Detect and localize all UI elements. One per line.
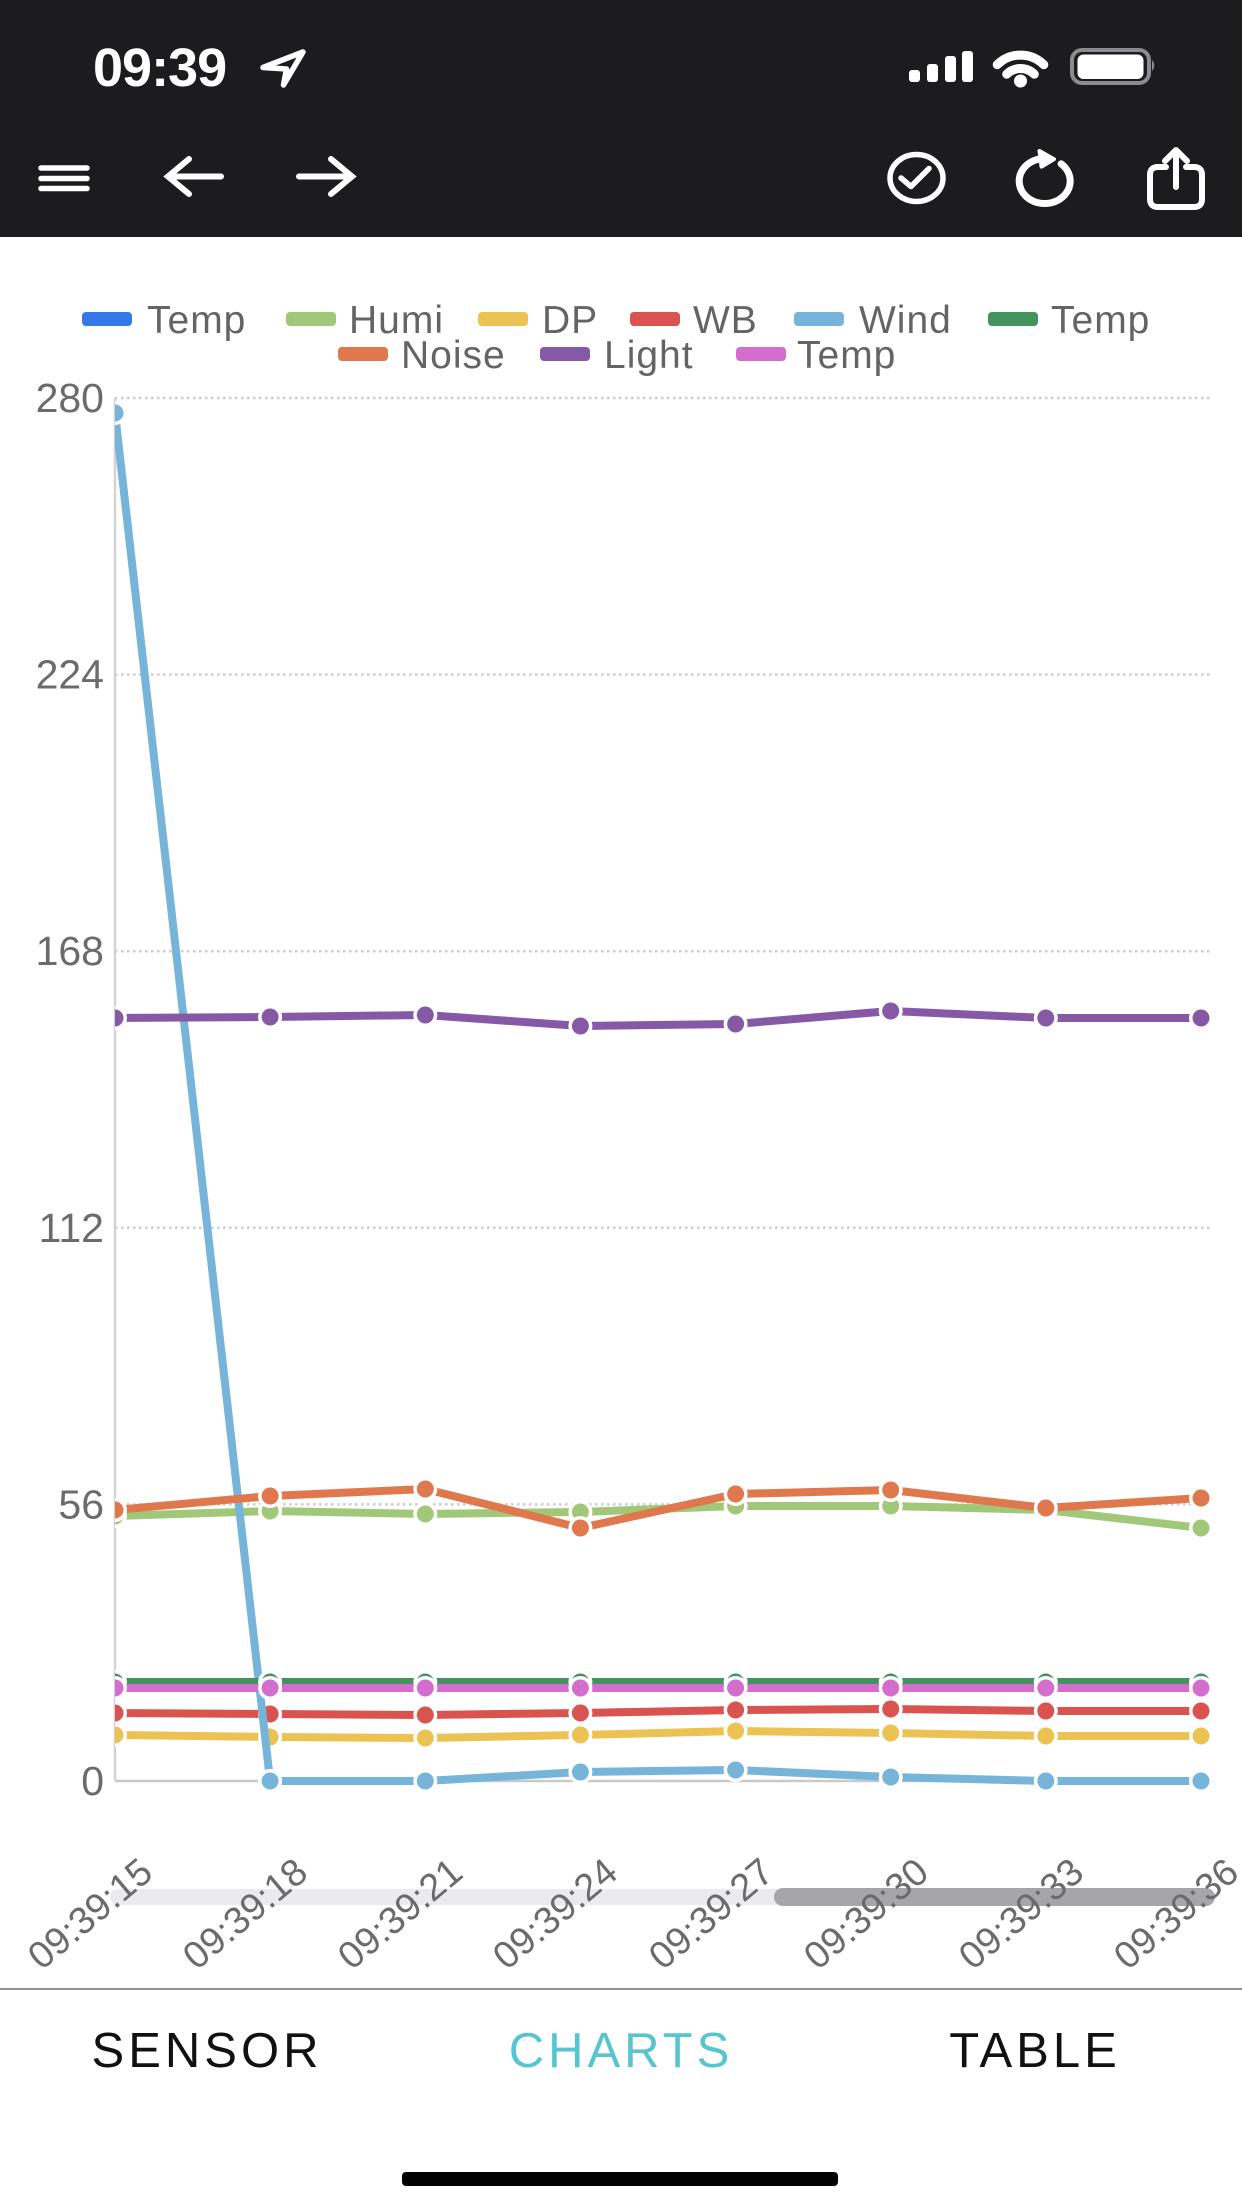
svg-text:Light: Light (604, 334, 694, 377)
svg-text:09:39: 09:39 (93, 38, 226, 98)
svg-text:Temp: Temp (1051, 299, 1150, 342)
svg-text:0: 0 (81, 1758, 104, 1804)
svg-text:224: 224 (36, 652, 104, 698)
svg-text:112: 112 (39, 1205, 104, 1251)
svg-text:09:39:24: 09:39:24 (485, 1851, 625, 1978)
svg-text:09:39:33: 09:39:33 (951, 1851, 1091, 1978)
svg-text:168: 168 (36, 928, 104, 974)
svg-text:09:39:21: 09:39:21 (330, 1851, 470, 1978)
svg-text:09:39:36: 09:39:36 (1106, 1851, 1242, 1978)
svg-text:DP: DP (542, 299, 598, 342)
svg-text:56: 56 (58, 1481, 104, 1527)
svg-text:CHARTS: CHARTS (509, 2024, 734, 2078)
svg-text:Noise: Noise (401, 334, 506, 377)
svg-text:Wind: Wind (859, 299, 952, 342)
svg-text:TABLE: TABLE (949, 2024, 1121, 2078)
svg-text:09:39:27: 09:39:27 (641, 1851, 781, 1978)
svg-text:Temp: Temp (147, 299, 246, 342)
svg-text:Temp: Temp (797, 334, 896, 377)
svg-text:WB: WB (693, 299, 758, 342)
svg-text:09:39:15: 09:39:15 (20, 1851, 160, 1978)
svg-text:SENSOR: SENSOR (92, 2024, 323, 2078)
svg-text:09:39:18: 09:39:18 (175, 1851, 315, 1978)
svg-text:09:39:30: 09:39:30 (796, 1851, 936, 1978)
svg-text:Humi: Humi (349, 299, 444, 342)
svg-text:280: 280 (36, 375, 104, 421)
